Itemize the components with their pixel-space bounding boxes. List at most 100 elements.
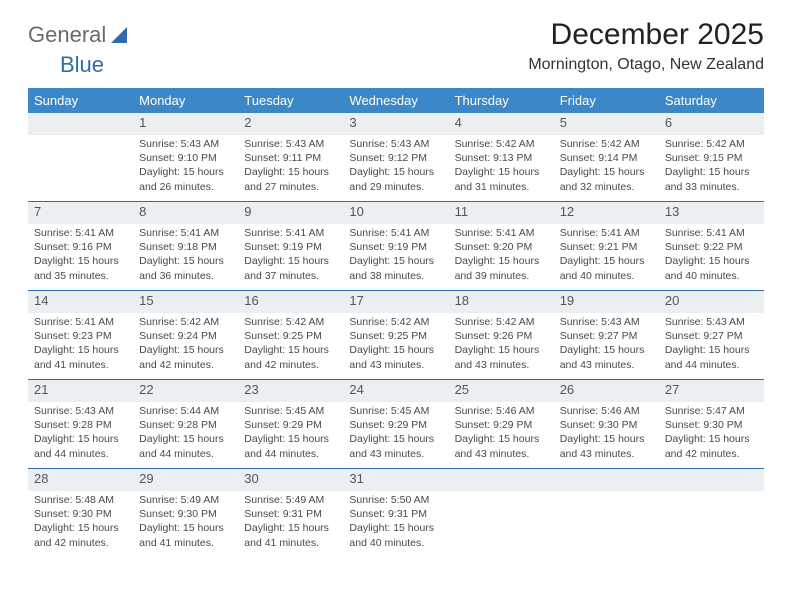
sunrise-text: Sunrise: 5:41 AM — [244, 226, 337, 240]
brand-logo: General — [28, 18, 133, 48]
sunrise-text: Sunrise: 5:43 AM — [349, 137, 442, 151]
daylight-text: Daylight: 15 hours and 40 minutes. — [665, 254, 758, 282]
sunrise-text: Sunrise: 5:43 AM — [665, 315, 758, 329]
daylight-text: Daylight: 15 hours and 43 minutes. — [349, 432, 442, 460]
sunset-text: Sunset: 9:21 PM — [560, 240, 653, 254]
sunrise-text: Sunrise: 5:42 AM — [349, 315, 442, 329]
week-daynum-row: 123456 — [28, 113, 764, 135]
brand-part1: General — [28, 22, 106, 48]
calendar-table: Sunday Monday Tuesday Wednesday Thursday… — [28, 88, 764, 557]
day-number: 15 — [133, 291, 238, 314]
week-content-row: Sunrise: 5:41 AMSunset: 9:23 PMDaylight:… — [28, 313, 764, 380]
daylight-text: Daylight: 15 hours and 41 minutes. — [139, 521, 232, 549]
day-number: 22 — [133, 380, 238, 403]
sunset-text: Sunset: 9:30 PM — [665, 418, 758, 432]
daylight-text: Daylight: 15 hours and 41 minutes. — [34, 343, 127, 371]
sunrise-text: Sunrise: 5:47 AM — [665, 404, 758, 418]
week-daynum-row: 14151617181920 — [28, 291, 764, 314]
week-daynum-row: 21222324252627 — [28, 380, 764, 403]
day-number: 24 — [343, 380, 448, 403]
sunrise-text: Sunrise: 5:50 AM — [349, 493, 442, 507]
sunset-text: Sunset: 9:16 PM — [34, 240, 127, 254]
weekday-sat: Saturday — [659, 88, 764, 113]
sunset-text: Sunset: 9:29 PM — [349, 418, 442, 432]
week-content-row: Sunrise: 5:43 AMSunset: 9:10 PMDaylight:… — [28, 135, 764, 202]
week-daynum-row: 28293031 — [28, 469, 764, 492]
day-details: Sunrise: 5:41 AMSunset: 9:21 PMDaylight:… — [554, 224, 659, 291]
sunset-text: Sunset: 9:28 PM — [139, 418, 232, 432]
day-details: Sunrise: 5:45 AMSunset: 9:29 PMDaylight:… — [238, 402, 343, 469]
sunset-text: Sunset: 9:31 PM — [244, 507, 337, 521]
daylight-text: Daylight: 15 hours and 40 minutes. — [349, 521, 442, 549]
day-number: 19 — [554, 291, 659, 314]
week-content-row: Sunrise: 5:41 AMSunset: 9:16 PMDaylight:… — [28, 224, 764, 291]
day-number — [449, 469, 554, 492]
daylight-text: Daylight: 15 hours and 42 minutes. — [139, 343, 232, 371]
daylight-text: Daylight: 15 hours and 44 minutes. — [34, 432, 127, 460]
day-details: Sunrise: 5:46 AMSunset: 9:29 PMDaylight:… — [449, 402, 554, 469]
sunset-text: Sunset: 9:12 PM — [349, 151, 442, 165]
sunrise-text: Sunrise: 5:43 AM — [560, 315, 653, 329]
sunrise-text: Sunrise: 5:41 AM — [560, 226, 653, 240]
month-title: December 2025 — [528, 18, 764, 52]
sunrise-text: Sunrise: 5:42 AM — [139, 315, 232, 329]
sunrise-text: Sunrise: 5:42 AM — [455, 137, 548, 151]
sunset-text: Sunset: 9:28 PM — [34, 418, 127, 432]
day-details — [449, 491, 554, 557]
sunset-text: Sunset: 9:18 PM — [139, 240, 232, 254]
day-number: 1 — [133, 113, 238, 135]
day-number: 9 — [238, 202, 343, 225]
daylight-text: Daylight: 15 hours and 42 minutes. — [665, 432, 758, 460]
sunset-text: Sunset: 9:30 PM — [34, 507, 127, 521]
day-number: 17 — [343, 291, 448, 314]
day-number: 6 — [659, 113, 764, 135]
day-number: 14 — [28, 291, 133, 314]
sunrise-text: Sunrise: 5:41 AM — [34, 226, 127, 240]
sunset-text: Sunset: 9:13 PM — [455, 151, 548, 165]
weekday-wed: Wednesday — [343, 88, 448, 113]
day-number: 2 — [238, 113, 343, 135]
sunset-text: Sunset: 9:25 PM — [244, 329, 337, 343]
weekday-sun: Sunday — [28, 88, 133, 113]
day-number — [554, 469, 659, 492]
day-number: 26 — [554, 380, 659, 403]
week-daynum-row: 78910111213 — [28, 202, 764, 225]
day-details: Sunrise: 5:41 AMSunset: 9:20 PMDaylight:… — [449, 224, 554, 291]
day-number: 30 — [238, 469, 343, 492]
sunset-text: Sunset: 9:19 PM — [244, 240, 337, 254]
sunrise-text: Sunrise: 5:41 AM — [34, 315, 127, 329]
day-details: Sunrise: 5:43 AMSunset: 9:10 PMDaylight:… — [133, 135, 238, 202]
day-details: Sunrise: 5:41 AMSunset: 9:22 PMDaylight:… — [659, 224, 764, 291]
day-details: Sunrise: 5:43 AMSunset: 9:27 PMDaylight:… — [554, 313, 659, 380]
day-details: Sunrise: 5:43 AMSunset: 9:28 PMDaylight:… — [28, 402, 133, 469]
day-number: 11 — [449, 202, 554, 225]
day-details: Sunrise: 5:44 AMSunset: 9:28 PMDaylight:… — [133, 402, 238, 469]
sunset-text: Sunset: 9:15 PM — [665, 151, 758, 165]
brand-part2: Blue — [60, 52, 792, 78]
daylight-text: Daylight: 15 hours and 32 minutes. — [560, 165, 653, 193]
day-number — [28, 113, 133, 135]
sunrise-text: Sunrise: 5:43 AM — [34, 404, 127, 418]
sunset-text: Sunset: 9:11 PM — [244, 151, 337, 165]
sunset-text: Sunset: 9:25 PM — [349, 329, 442, 343]
daylight-text: Daylight: 15 hours and 43 minutes. — [560, 432, 653, 460]
day-details: Sunrise: 5:41 AMSunset: 9:19 PMDaylight:… — [238, 224, 343, 291]
day-details: Sunrise: 5:42 AMSunset: 9:24 PMDaylight:… — [133, 313, 238, 380]
sunrise-text: Sunrise: 5:46 AM — [455, 404, 548, 418]
sunset-text: Sunset: 9:29 PM — [244, 418, 337, 432]
day-details: Sunrise: 5:41 AMSunset: 9:16 PMDaylight:… — [28, 224, 133, 291]
day-details: Sunrise: 5:41 AMSunset: 9:19 PMDaylight:… — [343, 224, 448, 291]
week-content-row: Sunrise: 5:48 AMSunset: 9:30 PMDaylight:… — [28, 491, 764, 557]
sunset-text: Sunset: 9:27 PM — [560, 329, 653, 343]
daylight-text: Daylight: 15 hours and 42 minutes. — [34, 521, 127, 549]
sunset-text: Sunset: 9:30 PM — [560, 418, 653, 432]
daylight-text: Daylight: 15 hours and 36 minutes. — [139, 254, 232, 282]
daylight-text: Daylight: 15 hours and 44 minutes. — [665, 343, 758, 371]
sunrise-text: Sunrise: 5:44 AM — [139, 404, 232, 418]
sunrise-text: Sunrise: 5:45 AM — [244, 404, 337, 418]
sunset-text: Sunset: 9:19 PM — [349, 240, 442, 254]
daylight-text: Daylight: 15 hours and 39 minutes. — [455, 254, 548, 282]
sunrise-text: Sunrise: 5:43 AM — [244, 137, 337, 151]
day-number: 18 — [449, 291, 554, 314]
daylight-text: Daylight: 15 hours and 35 minutes. — [34, 254, 127, 282]
